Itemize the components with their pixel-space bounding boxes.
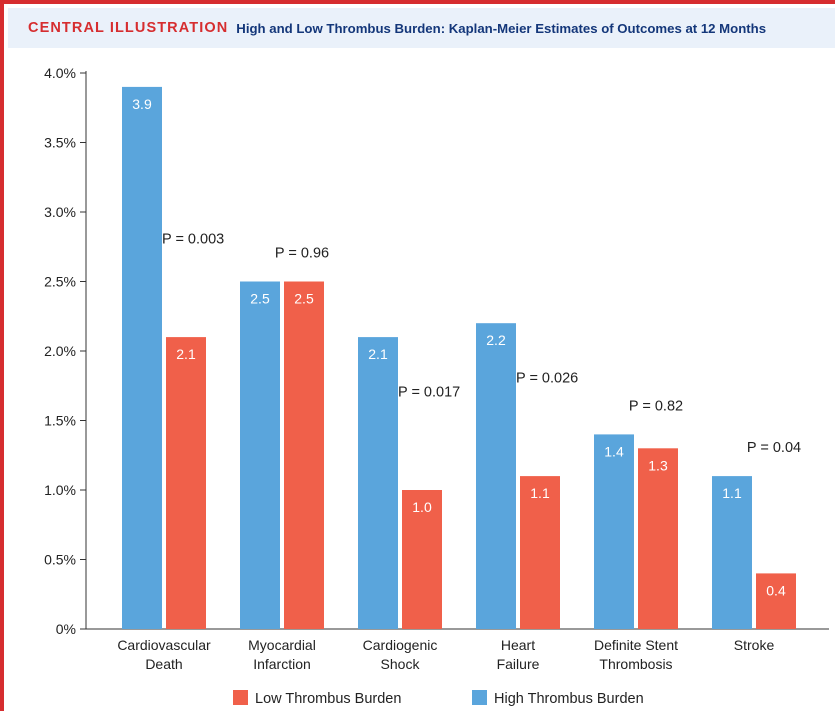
category-label: Shock [381, 656, 421, 672]
category-label: Thrombosis [599, 656, 672, 672]
bar-value-label: 2.1 [368, 346, 388, 362]
central-illustration-label: CENTRAL ILLUSTRATION [28, 20, 229, 36]
p-value-label: P = 0.04 [747, 440, 801, 456]
category-label: Failure [497, 656, 540, 672]
category-label: Heart [501, 637, 535, 653]
legend-label: Low Thrombus Burden [255, 691, 401, 707]
p-value-label: P = 0.017 [398, 384, 460, 400]
legend-swatch [472, 690, 487, 705]
bar-value-label: 2.5 [250, 291, 270, 307]
bar-value-label: 2.2 [486, 332, 506, 348]
bar-value-label: 2.1 [176, 346, 196, 362]
bar-low-thrombus [166, 337, 206, 629]
bar-value-label: 2.5 [294, 291, 314, 307]
bar-value-label: 1.1 [530, 485, 550, 501]
bar-value-label: 1.1 [722, 485, 742, 501]
bar-value-label: 1.4 [604, 443, 624, 459]
y-tick-label: 1.5% [44, 413, 76, 429]
bar-value-label: 1.0 [412, 499, 432, 515]
figure-header: CENTRAL ILLUSTRATION High and Low Thromb… [8, 8, 835, 48]
y-tick-label: 1.0% [44, 482, 76, 498]
y-tick-label: 0% [56, 621, 76, 637]
bar-low-thrombus [756, 573, 796, 629]
bar-low-thrombus [638, 448, 678, 629]
bar-high-thrombus [476, 323, 516, 629]
bar-value-label: 0.4 [766, 582, 786, 598]
bar-high-thrombus [358, 337, 398, 629]
category-label: Stroke [734, 637, 775, 653]
category-label: Myocardial [248, 637, 316, 653]
bar-low-thrombus [520, 476, 560, 629]
legend-label: High Thrombus Burden [494, 691, 644, 707]
bar-value-label: 3.9 [132, 96, 152, 112]
category-label: Death [145, 656, 182, 672]
y-tick-label: 2.0% [44, 343, 76, 359]
legend-swatch [233, 690, 248, 705]
p-value-label: P = 0.82 [629, 398, 683, 414]
y-tick-label: 0.5% [44, 552, 76, 568]
p-value-label: P = 0.026 [516, 370, 578, 386]
y-tick-label: 2.5% [44, 274, 76, 290]
bar-high-thrombus [712, 476, 752, 629]
bar-low-thrombus [284, 281, 324, 629]
category-label: Cardiogenic [363, 637, 438, 653]
y-tick-label: 3.5% [44, 135, 76, 151]
category-label: Definite Stent [594, 637, 678, 653]
bar-value-label: 1.3 [648, 457, 668, 473]
bar-high-thrombus [122, 86, 162, 629]
chart-title: High and Low Thrombus Burden: Kaplan-Mei… [236, 20, 767, 36]
p-value-label: P = 0.96 [275, 246, 329, 262]
bar-high-thrombus [240, 281, 280, 629]
category-label: Infarction [253, 656, 311, 672]
p-value-label: P = 0.003 [162, 231, 224, 247]
y-tick-label: 4.0% [44, 65, 76, 81]
bar-high-thrombus [594, 434, 634, 629]
y-tick-label: 3.0% [44, 204, 76, 220]
bar-low-thrombus [402, 490, 442, 629]
category-label: Cardiovascular [117, 637, 211, 653]
